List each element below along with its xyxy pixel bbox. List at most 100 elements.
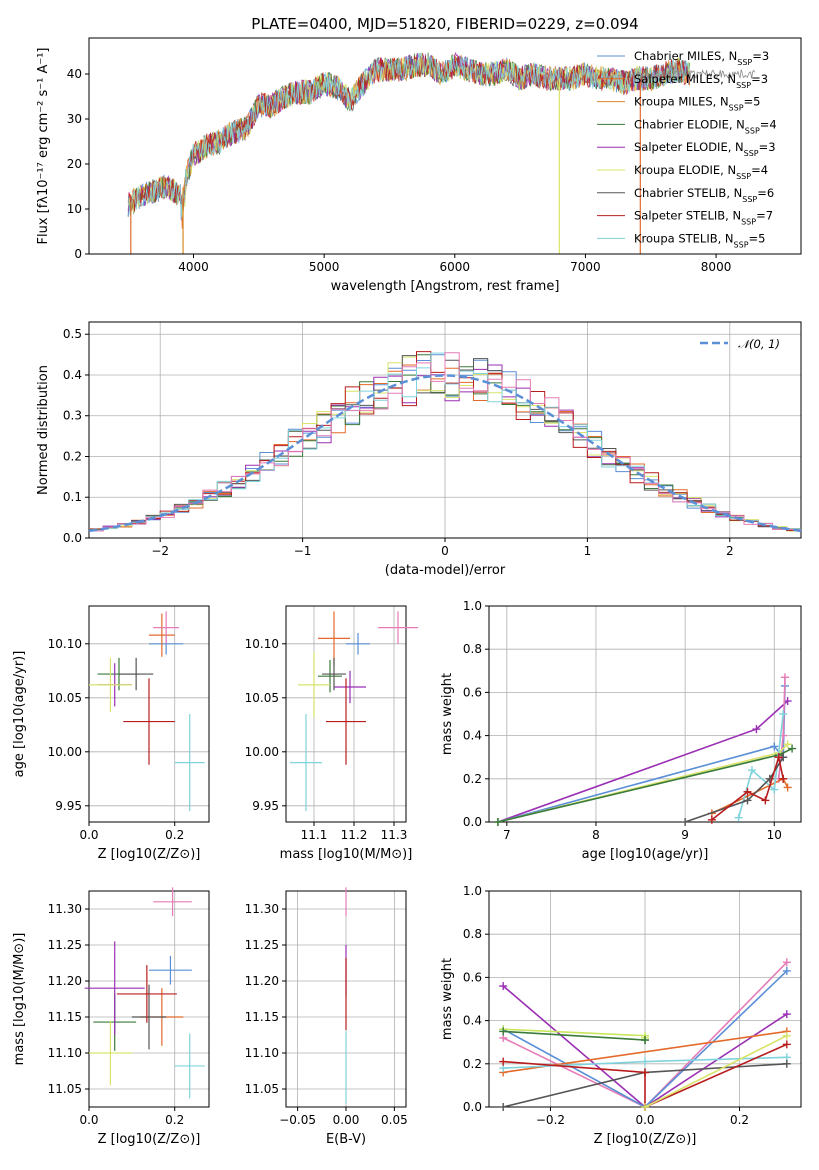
y-tick-label: 0.2 <box>463 772 482 786</box>
legend-label: Chabrier ELODIE, NSSP=4 <box>634 117 777 135</box>
y-axis-label: age [log10(age/yr)] <box>12 651 27 778</box>
axes-frame <box>285 605 407 823</box>
y-tick-label: 11.25 <box>245 938 279 952</box>
x-tick-label: −1 <box>294 544 312 558</box>
x-tick-label: 11.2 <box>341 828 368 842</box>
x-tick-label: 8 <box>592 828 600 842</box>
legend-label: Chabrier STELIB, NSSP=6 <box>634 186 774 204</box>
spectrum-panel: 4000 5000 6000 7000 8000 0 10 20 30 40 wavelength … <box>36 37 802 294</box>
x-tick-label: 0.2 <box>165 1113 184 1127</box>
errorbar-point <box>318 660 342 693</box>
y-tick-label: 1.0 <box>463 599 482 613</box>
mass-vs-extinction-panel: −0.05 0.00 0.05 11.05 11.10 11.15 11.20 11.25 11… <box>245 887 408 1147</box>
x-tick-label: 0 <box>441 544 449 558</box>
y-tick-label: 0.2 <box>63 449 82 463</box>
legend-label: 𝒩(0, 1) <box>738 337 780 351</box>
x-tick-label: 0.05 <box>381 1113 408 1127</box>
x-tick-label: 0.00 <box>333 1113 360 1127</box>
errorbar-point <box>89 1020 132 1086</box>
x-tick-label: 6000 <box>440 260 471 274</box>
y-tick-label: 10.05 <box>245 691 279 705</box>
x-tick-label: 0.2 <box>165 828 184 842</box>
errorbar-point <box>149 613 175 657</box>
axes-frame <box>88 321 802 539</box>
x-tick-label: 8000 <box>701 260 732 274</box>
y-tick-label: 0.8 <box>463 642 482 656</box>
y-tick-label: 0.4 <box>63 368 82 382</box>
legend-label: Salpeter STELIB, NSSP=7 <box>634 209 773 227</box>
errorbar-point <box>119 657 154 691</box>
y-tick-label: 40 <box>67 67 82 81</box>
x-tick-label: 4000 <box>178 260 209 274</box>
x-tick-label: 10 <box>767 828 782 842</box>
y-tick-label: 11.30 <box>245 902 279 916</box>
y-tick-label: 0.0 <box>63 531 82 545</box>
y-tick-label: 10.00 <box>48 745 82 759</box>
axes-frame <box>88 37 802 255</box>
x-tick-label: −0.2 <box>536 1113 565 1127</box>
y-tick-label: 0.4 <box>463 729 482 743</box>
errorbar-point <box>123 678 175 765</box>
errorbar-point <box>346 633 370 655</box>
axes-frame <box>88 890 210 1108</box>
x-tick-label: −2 <box>151 544 169 558</box>
y-tick-label: 1.0 <box>463 884 482 898</box>
y-tick-label: 0.6 <box>463 970 482 984</box>
y-axis-label: mass weight <box>440 958 455 1040</box>
spectrum-lines <box>127 51 756 254</box>
y-tick-label: 0.3 <box>63 409 82 423</box>
spectrum-series <box>127 51 691 220</box>
weight-series <box>684 756 784 823</box>
mass-vs-metallicity-panel: 0.0 0.2 11.05 11.10 11.15 11.20 11.25 11.30 Z [l… <box>12 887 210 1147</box>
y-axis-label: Flux [fλ10⁻¹⁷ erg cm⁻² s⁻¹ A⁻¹] <box>36 48 51 245</box>
weight-series <box>503 1030 646 1041</box>
weight-series <box>644 1034 788 1108</box>
y-axis-label: mass [log10(M/M⊙)] <box>12 933 27 1066</box>
errorbar-point <box>298 652 330 718</box>
y-axis-label: Normed distribution <box>36 365 51 495</box>
histogram-series <box>89 352 801 532</box>
x-tick-label: 7000 <box>570 260 601 274</box>
x-axis-label: Z [log10(Z/Z⊙)] <box>98 847 201 862</box>
age-vs-mass-panel: 11.1 11.2 11.3 9.95 10.00 10.05 10.10 mass [log… <box>245 605 418 862</box>
grid <box>286 606 406 822</box>
x-axis-label: Z [log10(Z/Z⊙)] <box>594 1132 697 1147</box>
x-tick-label: 11.3 <box>381 828 408 842</box>
x-tick-label: 5000 <box>309 260 340 274</box>
gaussian-curve <box>88 374 802 533</box>
spectrum-tail <box>637 68 756 80</box>
y-tick-label: 11.05 <box>245 1082 279 1096</box>
errorbar-point <box>84 941 145 1035</box>
errorbar-point <box>378 611 418 644</box>
x-tick-label: −0.05 <box>279 1113 316 1127</box>
y-tick-label: 10.05 <box>48 691 82 705</box>
y-tick-label: 11.10 <box>48 1046 82 1060</box>
errorbar-point <box>153 611 179 644</box>
y-tick-label: 9.95 <box>55 799 82 813</box>
y-tick-label: 0.8 <box>463 927 482 941</box>
errorbar-point <box>174 1033 205 1099</box>
errorbar-point <box>174 714 205 812</box>
weight-series <box>503 1028 646 1038</box>
y-tick-label: 20 <box>67 157 82 171</box>
y-tick-label: 11.15 <box>245 1010 279 1024</box>
y-tick-label: 11.20 <box>48 974 82 988</box>
errorbar-point <box>334 670 366 704</box>
y-tick-label: 0.2 <box>463 1057 482 1071</box>
x-axis-label: Z [log10(Z/Z⊙)] <box>98 1132 201 1147</box>
legend-label: Kroupa ELODIE, NSSP=4 <box>634 163 768 181</box>
y-tick-label: 9.95 <box>252 799 279 813</box>
x-axis-label: age [log10(age/yr)] <box>582 847 709 862</box>
y-tick-label: 11.30 <box>48 902 82 916</box>
residuals-panel: −2 −1 0 1 2 0.0 0.1 0.2 0.3 0.4 0.5 (data-model)/er… <box>36 321 802 578</box>
y-tick-label: 11.20 <box>245 974 279 988</box>
y-tick-label: 30 <box>67 112 82 126</box>
x-tick-label: 9 <box>681 828 689 842</box>
x-tick-label: 11.1 <box>301 828 328 842</box>
x-axis-label: E(B-V) <box>326 1132 366 1147</box>
axes-frame <box>488 605 802 823</box>
errorbar-point <box>318 611 350 666</box>
errorbar-point <box>149 955 192 985</box>
y-tick-label: 0.5 <box>63 327 82 341</box>
